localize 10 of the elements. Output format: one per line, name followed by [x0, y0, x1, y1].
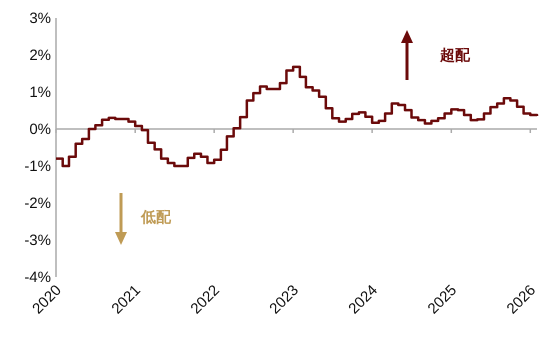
- y-tick-label: -3%: [24, 232, 51, 249]
- y-tick-label: 2%: [29, 46, 51, 64]
- y-tick-label: -2%: [24, 194, 51, 212]
- y-tick-label: 0%: [29, 120, 51, 138]
- y-tick-label: -4%: [24, 268, 51, 286]
- annotation: 低配: [140, 209, 172, 226]
- annotation: 超配: [439, 47, 471, 64]
- y-tick-label: 1%: [29, 84, 51, 101]
- y-tick-label: -1%: [24, 158, 51, 175]
- y-tick-label: 3%: [29, 10, 51, 27]
